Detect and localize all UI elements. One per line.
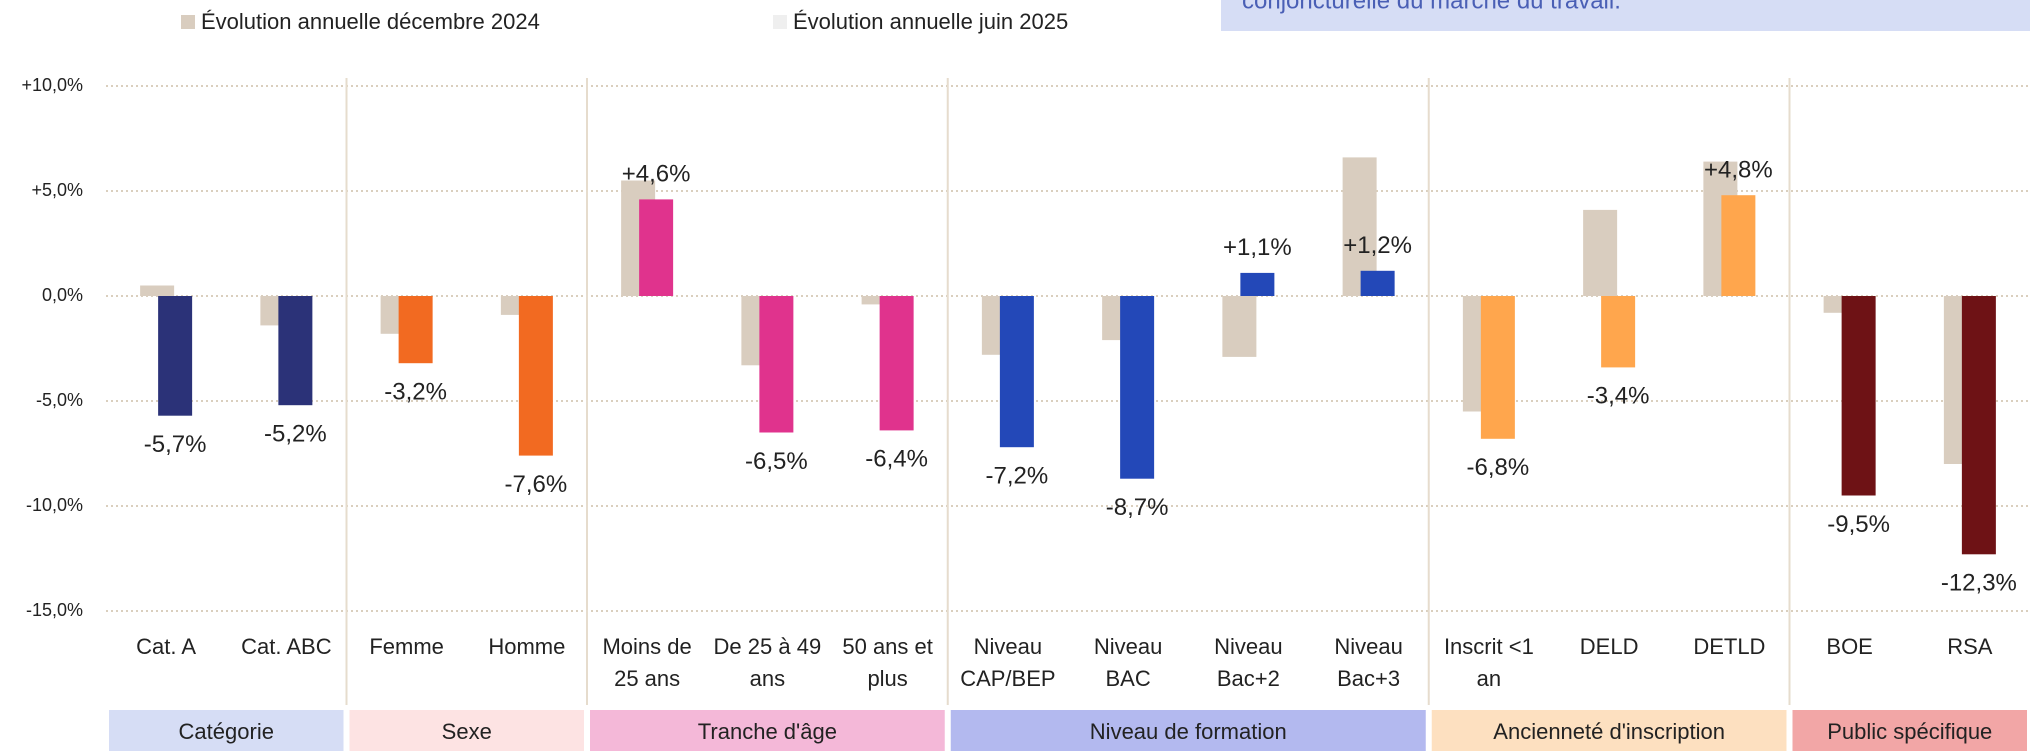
data-label: -3,2% bbox=[384, 379, 447, 406]
bar bbox=[278, 296, 313, 406]
bar bbox=[999, 296, 1034, 448]
x-tick-label: Niveau BAC bbox=[1093, 634, 1163, 691]
x-tick-label: DETLD bbox=[1693, 634, 1766, 659]
bar bbox=[1841, 296, 1876, 496]
group-label: Tranche d'âge bbox=[698, 719, 837, 744]
data-label: -5,7% bbox=[144, 431, 207, 458]
legend-label: Évolution annuelle décembre 2024 bbox=[201, 9, 540, 34]
bar bbox=[1721, 195, 1756, 296]
group-band bbox=[109, 710, 344, 751]
data-label: -7,2% bbox=[986, 463, 1049, 490]
x-tick-label: Niveau Bac+3 bbox=[1334, 634, 1403, 691]
legend-swatch bbox=[773, 15, 787, 29]
bar bbox=[1360, 270, 1395, 296]
group-label: Sexe bbox=[442, 719, 492, 744]
bar bbox=[158, 296, 193, 416]
legend-swatch bbox=[181, 15, 195, 29]
group-band bbox=[950, 710, 1426, 751]
x-tick-label: 50 ans et plus bbox=[842, 634, 933, 691]
x-tick-label: DELD bbox=[1579, 634, 1639, 659]
bar bbox=[1583, 209, 1618, 296]
data-label: +4,6% bbox=[622, 161, 691, 188]
group-band bbox=[1792, 710, 2027, 751]
data-label: -7,6% bbox=[505, 471, 568, 498]
x-tick-label: Femme bbox=[369, 634, 444, 659]
data-label: -12,3% bbox=[1941, 570, 2017, 597]
y-tick-label: +5,0% bbox=[31, 180, 83, 200]
bar bbox=[759, 296, 794, 433]
data-label: -9,5% bbox=[1827, 511, 1890, 538]
data-label: +4,8% bbox=[1704, 157, 1773, 184]
note-text: conjoncturelle du marché du travail. bbox=[1242, 0, 1621, 14]
x-tick-label: Niveau Bac+2 bbox=[1214, 634, 1283, 691]
bar bbox=[1480, 296, 1515, 439]
data-label: -6,4% bbox=[865, 446, 928, 473]
y-tick-label: -10,0% bbox=[26, 495, 83, 515]
group-label: Ancienneté d'inscription bbox=[1493, 719, 1725, 744]
x-tick-label: Moins de 25 ans bbox=[602, 634, 692, 691]
group-label: Catégorie bbox=[179, 719, 274, 744]
data-label: -5,2% bbox=[264, 421, 327, 448]
y-tick-label: -5,0% bbox=[36, 390, 83, 410]
bar bbox=[518, 296, 553, 456]
bar bbox=[879, 296, 914, 431]
bar bbox=[1601, 296, 1636, 368]
y-tick-label: 0,0% bbox=[42, 285, 83, 305]
note-box bbox=[1221, 0, 2030, 31]
bar bbox=[140, 285, 175, 296]
data-label: +1,2% bbox=[1343, 232, 1412, 259]
data-label: -6,5% bbox=[745, 448, 808, 475]
data-label: -3,4% bbox=[1587, 383, 1650, 410]
group-label: Public spécifique bbox=[1827, 719, 1992, 744]
data-label: +1,1% bbox=[1223, 234, 1292, 261]
bar bbox=[1961, 296, 1996, 555]
group-band bbox=[1431, 710, 1787, 751]
bar bbox=[861, 296, 896, 305]
x-tick-label: RSA bbox=[1947, 634, 1993, 659]
x-tick-label: Cat. ABC bbox=[241, 634, 332, 659]
x-tick-label: De 25 à 49 ans bbox=[713, 634, 822, 691]
x-tick-label: Cat. A bbox=[136, 634, 197, 659]
group-band bbox=[590, 710, 945, 751]
data-label: -6,8% bbox=[1467, 454, 1530, 481]
legend-label: Évolution annuelle juin 2025 bbox=[793, 9, 1068, 34]
bar bbox=[398, 296, 433, 364]
bar bbox=[639, 199, 674, 296]
y-tick-label: +10,0% bbox=[21, 75, 83, 95]
bar bbox=[1240, 272, 1275, 296]
x-tick-label: BOE bbox=[1826, 634, 1873, 659]
bar bbox=[1120, 296, 1155, 479]
group-band bbox=[349, 710, 584, 751]
group-label: Niveau de formation bbox=[1090, 719, 1287, 744]
x-tick-label: Niveau CAP/BEP bbox=[960, 634, 1056, 691]
x-tick-label: Homme bbox=[488, 634, 566, 659]
bar bbox=[1222, 296, 1257, 357]
y-tick-label: -15,0% bbox=[26, 600, 83, 620]
data-label: -8,7% bbox=[1106, 494, 1169, 521]
x-tick-label: Inscrit <1 an bbox=[1443, 634, 1534, 691]
